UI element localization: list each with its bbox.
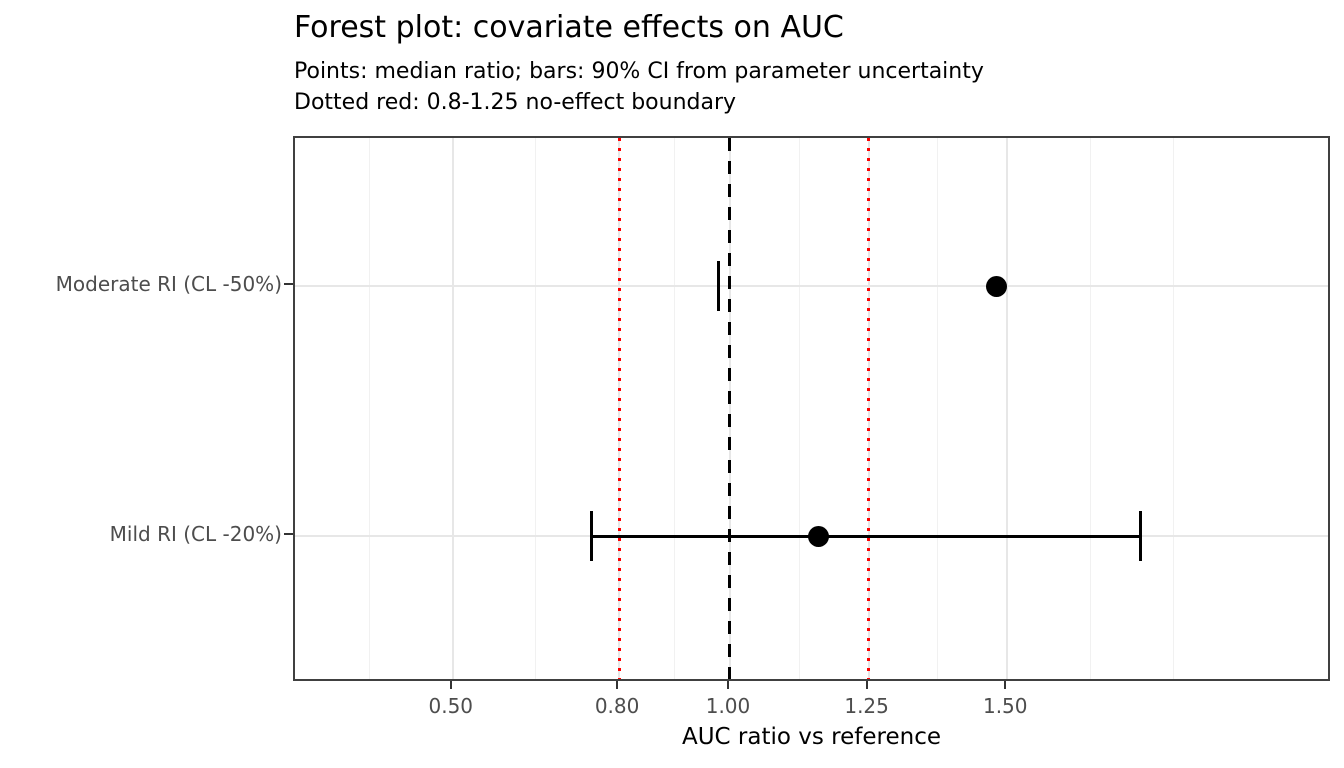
x-tick-mark [616, 681, 619, 689]
x-tick-label: 0.80 [594, 694, 640, 718]
gridline-row [295, 285, 1328, 288]
ci-cap-upper [717, 261, 721, 312]
gridline-minor [674, 138, 676, 679]
y-tick-mark [284, 533, 293, 535]
plot-panel [293, 136, 1330, 681]
x-tick-mark [865, 681, 868, 689]
x-tick-label: 0.50 [428, 694, 474, 718]
ci-cap-lower [589, 511, 593, 561]
gridline-minor [937, 138, 939, 679]
gridline-minor [798, 138, 800, 679]
gridline-minor [1173, 138, 1175, 679]
chart-subtitle-line-2: Dotted red: 0.8-1.25 no-effect boundary [294, 90, 737, 115]
gridline-minor [1089, 138, 1091, 679]
gridline-minor [535, 138, 537, 679]
x-tick-mark [449, 681, 452, 689]
gridline-minor [369, 138, 371, 679]
y-axis-label: Mild RI (CL -20%) [109, 522, 282, 546]
chart-subtitle-line-1: Points: median ratio; bars: 90% CI from … [294, 59, 984, 84]
x-tick-mark [726, 681, 729, 689]
reference-line-unity-line [728, 138, 732, 679]
gridline-major [1006, 138, 1009, 679]
median-point [985, 275, 1007, 297]
chart-title: Forest plot: covariate effects on AUC [294, 10, 844, 45]
x-tick-label: 1.50 [982, 694, 1028, 718]
x-axis-title: AUC ratio vs reference [681, 724, 941, 750]
x-tick-mark [1004, 681, 1007, 689]
x-tick-label: 1.25 [844, 694, 889, 718]
gridline-major [451, 138, 454, 679]
ci-cap-upper [1138, 511, 1142, 561]
y-axis-label: Moderate RI (CL -50%) [55, 272, 282, 297]
reference-line-no-effect-upper [867, 138, 871, 679]
y-tick-mark [284, 283, 293, 286]
median-point [808, 525, 830, 547]
ci-bar [591, 534, 1141, 538]
x-tick-label: 1.00 [705, 694, 751, 718]
reference-line-no-effect-lower [617, 138, 621, 679]
